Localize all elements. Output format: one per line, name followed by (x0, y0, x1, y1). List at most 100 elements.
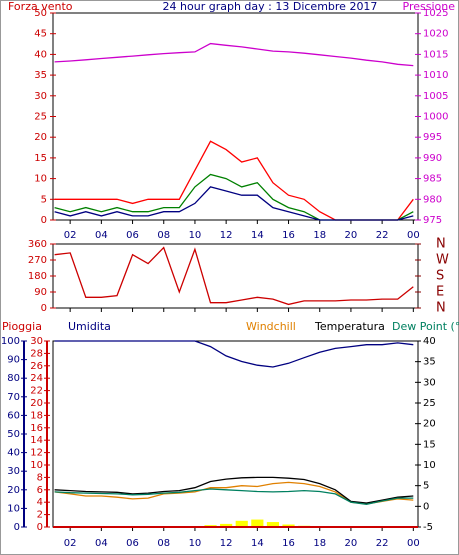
y-tick-label: 270 (28, 255, 47, 266)
x-tick-label: 22 (376, 230, 389, 241)
y-tick-label: 4 (37, 497, 43, 508)
y-tick-label: -5 (423, 522, 433, 533)
y-tick-label: 16 (30, 423, 43, 434)
y-tick-label: 975 (423, 215, 442, 226)
x-tick-label: 10 (189, 538, 202, 549)
x-tick-label: 02 (64, 230, 77, 241)
x-tick-label: 00 (407, 538, 420, 549)
y-tick-label: 10 (30, 460, 43, 471)
y-tick-label: 5 (423, 481, 429, 492)
y-tick-label: 985 (423, 174, 442, 185)
y-tick-label: 180 (28, 271, 47, 282)
y-tick-label: 6 (37, 485, 43, 496)
y-tick-label: 0 (14, 522, 20, 533)
y-tick-label: 30 (34, 91, 47, 102)
x-tick-label: 06 (126, 538, 139, 549)
y-tick-label: 30 (423, 377, 436, 388)
y-tick-label: 26 (30, 361, 43, 372)
y-tick-label: 360 (28, 239, 47, 250)
y-tick-label: 10 (7, 503, 20, 514)
y-tick-label: 0 (37, 522, 43, 533)
x-tick-label: 14 (251, 538, 264, 549)
x-tick-label: 16 (282, 538, 295, 549)
y-tick-label: 20 (34, 132, 47, 143)
x-tick-label: 04 (95, 230, 108, 241)
y-tick-label: 18 (30, 410, 43, 421)
y-tick-label: 100 (1, 336, 20, 347)
rain-bar (251, 519, 264, 527)
y-tick-label: 25 (34, 112, 47, 123)
rain-bar (282, 524, 295, 527)
x-tick-label: 16 (282, 230, 295, 241)
y-tick-label: 35 (423, 357, 436, 368)
y-tick-label: 35 (34, 70, 47, 81)
y-tick-label: 1000 (423, 112, 448, 123)
x-tick-label: 10 (189, 230, 202, 241)
x-tick-label: 14 (251, 230, 264, 241)
pressure-axis-label: Pressione (403, 0, 456, 13)
y-tick-label: N (436, 301, 446, 316)
y-tick-label: E (436, 285, 444, 300)
x-tick-label: 00 (407, 230, 420, 241)
series-line (54, 476, 414, 504)
x-tick-label: 04 (95, 538, 108, 549)
legend-temperature: Temperatura (314, 320, 385, 333)
y-tick-label: 0 (423, 501, 429, 512)
wind-axis-label: Forza vento (8, 0, 73, 13)
y-tick-label: 40 (7, 448, 20, 459)
series-line (54, 488, 414, 505)
y-tick-label: 22 (30, 386, 43, 397)
x-tick-label: 18 (313, 538, 326, 549)
y-tick-label: 20 (423, 419, 436, 430)
rain-bar (220, 523, 233, 527)
y-tick-label: 70 (7, 392, 20, 403)
x-tick-label: 22 (376, 538, 389, 549)
y-tick-label: 20 (7, 485, 20, 496)
y-tick-label: 1025 (423, 8, 448, 19)
y-tick-label: 50 (7, 429, 20, 440)
y-tick-label: 14 (30, 435, 43, 446)
rain-bar (235, 520, 248, 527)
y-tick-label: W (436, 253, 449, 268)
y-tick-label: 40 (34, 49, 47, 60)
y-tick-label: 90 (34, 287, 47, 298)
y-tick-label: 1020 (423, 29, 448, 40)
y-tick-label: 15 (34, 153, 47, 164)
y-tick-label: 50 (34, 8, 47, 19)
x-tick-label: 06 (126, 230, 139, 241)
series-line (54, 42, 414, 67)
x-tick-label: 02 (64, 538, 77, 549)
x-tick-label: 20 (345, 230, 358, 241)
y-tick-label: 30 (30, 336, 43, 347)
y-tick-label: 1005 (423, 91, 448, 102)
x-tick-label: 08 (157, 538, 170, 549)
y-tick-label: 60 (7, 410, 20, 421)
series-line (54, 186, 414, 221)
y-tick-label: 25 (423, 398, 436, 409)
y-tick-label: 980 (423, 194, 442, 205)
legend-dewpoint: Dew Point (°C (392, 320, 459, 333)
chart-title: 24 hour graph day : 13 Dicembre 2017 (163, 0, 378, 13)
y-tick-label: 990 (423, 153, 442, 164)
y-tick-label: 0 (41, 215, 47, 226)
y-tick-label: 90 (7, 355, 20, 366)
y-tick-label: 30 (7, 466, 20, 477)
rain-bar (266, 522, 280, 527)
y-tick-label: N (436, 237, 446, 252)
x-tick-label: 08 (157, 230, 170, 241)
y-tick-label: 12 (30, 448, 43, 459)
y-tick-label: 0 (41, 303, 47, 314)
y-tick-label: 2 (37, 510, 43, 521)
y-tick-label: 28 (30, 348, 43, 359)
series-line (54, 340, 414, 368)
x-tick-label: 20 (345, 538, 358, 549)
y-tick-label: 40 (423, 336, 436, 347)
y-tick-label: S (436, 269, 444, 284)
y-tick-label: 15 (423, 439, 436, 450)
y-tick-label: 5 (41, 194, 47, 205)
x-tick-label: 18 (313, 230, 326, 241)
y-tick-label: 995 (423, 132, 442, 143)
x-tick-label: 12 (220, 538, 233, 549)
